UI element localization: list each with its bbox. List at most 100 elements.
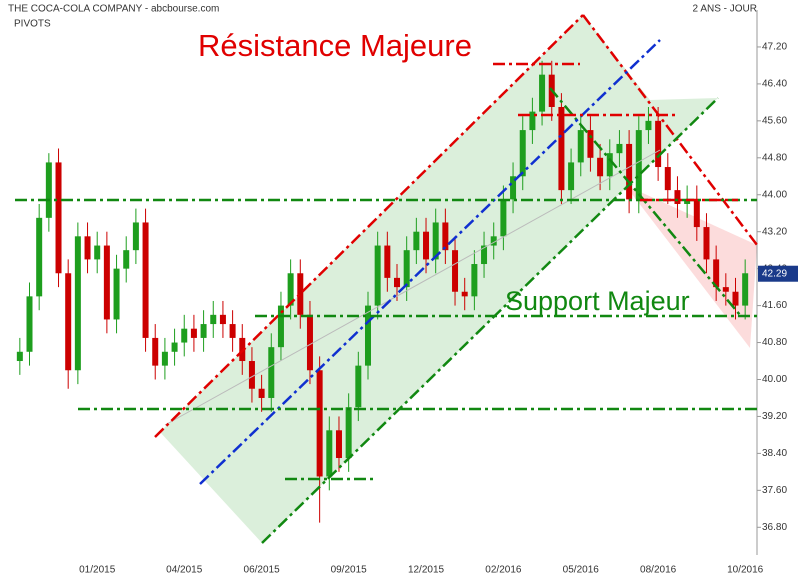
x-tick-label: 01/2015 [79, 565, 116, 576]
median-line [199, 39, 661, 485]
candle-body [539, 74, 546, 112]
candle-body [84, 236, 91, 260]
candle-body [103, 245, 110, 320]
resistance-line [582, 14, 758, 246]
annotation: Support Majeur [505, 286, 690, 316]
x-tick-label: 12/2015 [408, 565, 445, 576]
candle-body [142, 222, 149, 338]
chart-subtitle: PIVOTS [14, 19, 51, 30]
candle-body [413, 231, 420, 251]
candle-body [635, 130, 642, 200]
period-label: 2 ANS - JOUR [693, 4, 757, 15]
candle-body [384, 245, 391, 278]
candle-body [452, 250, 459, 292]
candle-body [16, 351, 23, 362]
annotations [15, 14, 758, 544]
chart-title: THE COCA-COLA COMPANY - abcbourse.com [8, 4, 219, 15]
candle-body [558, 106, 565, 191]
candle-body [36, 217, 43, 297]
y-tick-label: 43.20 [762, 226, 787, 237]
y-tick-label: 44.00 [762, 189, 787, 200]
candle-body [510, 176, 517, 200]
candle-body [519, 130, 526, 177]
bear-channel [625, 185, 757, 348]
candle-body [306, 314, 313, 371]
candle-body [268, 347, 275, 398]
candle-body [713, 259, 720, 288]
y-tick-label: 45.60 [762, 115, 787, 126]
candle-body [229, 324, 236, 338]
candle-body [577, 130, 584, 163]
candle-body [210, 314, 217, 325]
trend-line [164, 149, 661, 426]
support-line [549, 87, 741, 316]
candle-body [664, 167, 671, 191]
x-tick-label: 02/2016 [485, 565, 522, 576]
candle-body [616, 143, 623, 154]
last-price-label: 42.29 [762, 268, 787, 279]
candle-body [432, 222, 439, 260]
candle-body [123, 250, 130, 269]
candle-body [200, 324, 207, 338]
x-tick-label: 05/2016 [563, 565, 600, 576]
candle-body [703, 227, 710, 260]
candle-body [113, 268, 120, 320]
candle-body [529, 111, 536, 131]
candle-body [626, 143, 633, 200]
x-tick-label: 08/2016 [640, 565, 677, 576]
candle-body [471, 264, 478, 297]
y-tick-label: 41.60 [762, 300, 787, 311]
candle-body [481, 245, 488, 265]
candle-body [606, 153, 613, 177]
candle-body [94, 245, 101, 260]
candle-body [74, 236, 81, 371]
candle-body [693, 199, 700, 228]
candle-body [587, 130, 594, 158]
candle-body [645, 120, 652, 131]
y-tick-label: 47.20 [762, 42, 787, 53]
candle-body [219, 314, 226, 325]
x-tick-label: 04/2015 [166, 565, 203, 576]
candle-body [403, 250, 410, 288]
y-tick-label: 37.60 [762, 485, 787, 496]
annotation: Résistance Majeure [198, 28, 472, 63]
candle-body [181, 328, 188, 343]
candle-body [655, 120, 662, 168]
candle-body [161, 351, 168, 366]
candle-body [364, 305, 371, 366]
candle-body [65, 273, 72, 371]
candle-body [55, 162, 62, 274]
candle-body [597, 157, 604, 177]
y-tick-label: 40.00 [762, 374, 787, 385]
y-tick-label: 46.40 [762, 79, 787, 90]
y-tick-label: 39.20 [762, 411, 787, 422]
candle-body [684, 199, 691, 204]
y-tick-label: 40.80 [762, 337, 787, 348]
candle-body [461, 291, 468, 297]
x-tick-label: 09/2015 [331, 565, 368, 576]
candle-body [45, 162, 52, 218]
last-price-box [758, 265, 798, 282]
candle-body [500, 199, 507, 237]
y-tick-label: 44.80 [762, 152, 787, 163]
candle-body [732, 291, 739, 306]
x-tick-label: 10/2016 [727, 565, 764, 576]
candle-body [442, 222, 449, 251]
candle-body [132, 222, 139, 251]
candle-body [26, 296, 33, 352]
candle-body [277, 305, 284, 348]
candle-body [152, 337, 159, 366]
candle-body [248, 361, 255, 389]
candle-body [287, 273, 294, 306]
candle-body [326, 430, 333, 477]
candle-body [258, 388, 265, 398]
y-tick-label: 38.40 [762, 448, 787, 459]
candle-body [674, 190, 681, 204]
x-tick-label: 06/2015 [244, 565, 281, 576]
candle-body [568, 162, 575, 191]
candle-body [722, 287, 729, 292]
candle-body [345, 407, 352, 459]
resistance-line [154, 14, 584, 438]
candle-body [335, 430, 342, 459]
